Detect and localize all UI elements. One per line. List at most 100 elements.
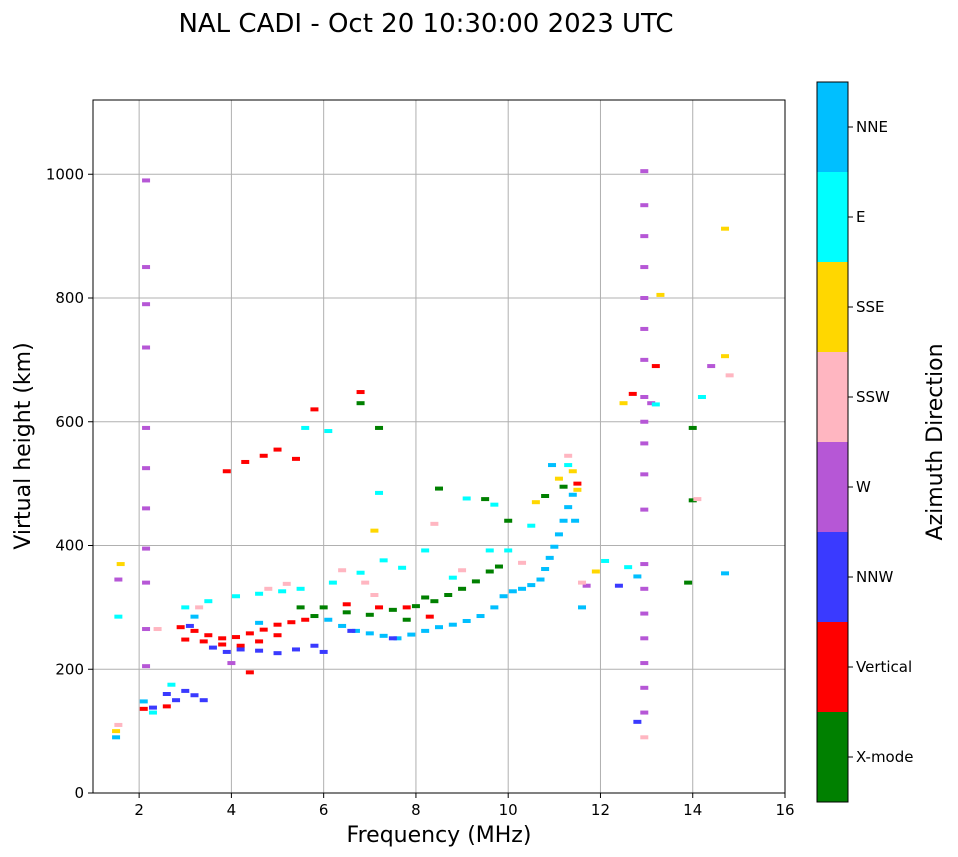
echo-point (504, 518, 513, 523)
echo-point (568, 492, 577, 497)
y-axis-ticks: 0 200 400 600 800 1000 (46, 165, 93, 802)
echo-point (255, 591, 264, 596)
echo-point (199, 639, 208, 644)
echo-point (633, 719, 642, 724)
x-tick-label: 4 (227, 801, 237, 819)
echo-point (148, 710, 157, 715)
echo-point (142, 580, 151, 585)
echo-point (112, 735, 121, 740)
echo-point (356, 570, 365, 575)
colorbar-tick-label: NNW (856, 568, 893, 586)
echo-point (421, 595, 430, 600)
echo-point (571, 518, 580, 523)
echo-point (112, 729, 121, 734)
echo-point (356, 401, 365, 406)
echo-point (725, 373, 734, 378)
echo-point (185, 623, 194, 628)
echo-point (601, 558, 610, 563)
echo-point (435, 486, 443, 491)
echo-point (640, 685, 649, 690)
echo-point (370, 528, 379, 533)
echo-point (448, 575, 457, 580)
echo-point (568, 469, 577, 474)
echo-point (550, 544, 559, 549)
echo-point (227, 661, 236, 666)
echo-point (375, 490, 384, 495)
echo-point (591, 569, 600, 574)
series-e (114, 395, 706, 715)
echo-point (619, 401, 628, 406)
grid-lines (93, 100, 786, 794)
echo-point (255, 648, 264, 653)
echo-point (142, 506, 151, 511)
colorbar-segment (817, 172, 848, 262)
series-o-trace-nne (112, 463, 730, 740)
echo-point (640, 562, 649, 567)
echo-point (195, 605, 204, 610)
echo-point (398, 565, 407, 570)
echo-point (162, 704, 171, 709)
echo-point (347, 628, 356, 633)
echo-point (640, 611, 649, 616)
echo-point (578, 605, 587, 610)
echo-point (114, 577, 123, 582)
echo-point (167, 682, 176, 687)
echo-point (582, 583, 591, 588)
echo-point (232, 594, 241, 599)
echo-point (351, 628, 360, 633)
colorbar-segment (817, 532, 848, 622)
echo-point (259, 627, 268, 632)
echo-point (462, 496, 471, 501)
echo-point (273, 651, 282, 656)
echo-point (365, 612, 374, 617)
plot-background (93, 100, 785, 793)
x-tick-label: 8 (411, 801, 421, 819)
colorbar-segment (817, 82, 848, 172)
echo-point (640, 661, 649, 666)
echo-point (564, 463, 573, 468)
series-x-mode (296, 401, 697, 622)
echo-point (142, 178, 151, 183)
echo-point (640, 203, 649, 208)
echo-point (310, 407, 319, 412)
series-sse (112, 226, 730, 734)
echo-point (142, 302, 151, 307)
echo-point (139, 706, 148, 711)
colorbar-tick-label: E (856, 208, 865, 226)
echo-point (407, 632, 416, 637)
echo-point (647, 401, 656, 406)
echo-point (481, 497, 490, 502)
echo-point (471, 579, 480, 584)
echo-point (278, 589, 287, 594)
echo-point (273, 622, 282, 627)
echo-point (444, 593, 453, 597)
echo-point (559, 518, 568, 523)
echo-point (402, 617, 411, 622)
echo-point (494, 564, 503, 569)
colorbar-segment (817, 442, 848, 532)
echo-point (365, 631, 374, 636)
echo-point (310, 614, 319, 619)
echo-point (640, 710, 649, 715)
echo-point (633, 574, 642, 579)
echo-point (255, 639, 264, 644)
colorbar-tick-label: SSW (856, 388, 890, 406)
echo-point (640, 472, 649, 477)
echo-point (282, 581, 291, 586)
echo-point (342, 602, 351, 607)
colorbar-frame (816, 81, 849, 803)
colorbar: X-mode Vertical NNW W SSW SSE E NNE (816, 81, 913, 803)
echo-point (628, 391, 637, 396)
y-tick-label: 400 (55, 537, 84, 555)
echo-point (388, 636, 397, 641)
x-tick-label: 6 (319, 801, 329, 819)
echo-point (181, 688, 190, 693)
echo-point (640, 234, 649, 239)
echo-point (693, 497, 702, 502)
echo-point (536, 577, 545, 582)
echo-point (139, 699, 148, 704)
echo-point (291, 456, 300, 461)
echo-point (490, 605, 499, 610)
echo-point (640, 441, 649, 446)
echo-point (640, 169, 649, 174)
